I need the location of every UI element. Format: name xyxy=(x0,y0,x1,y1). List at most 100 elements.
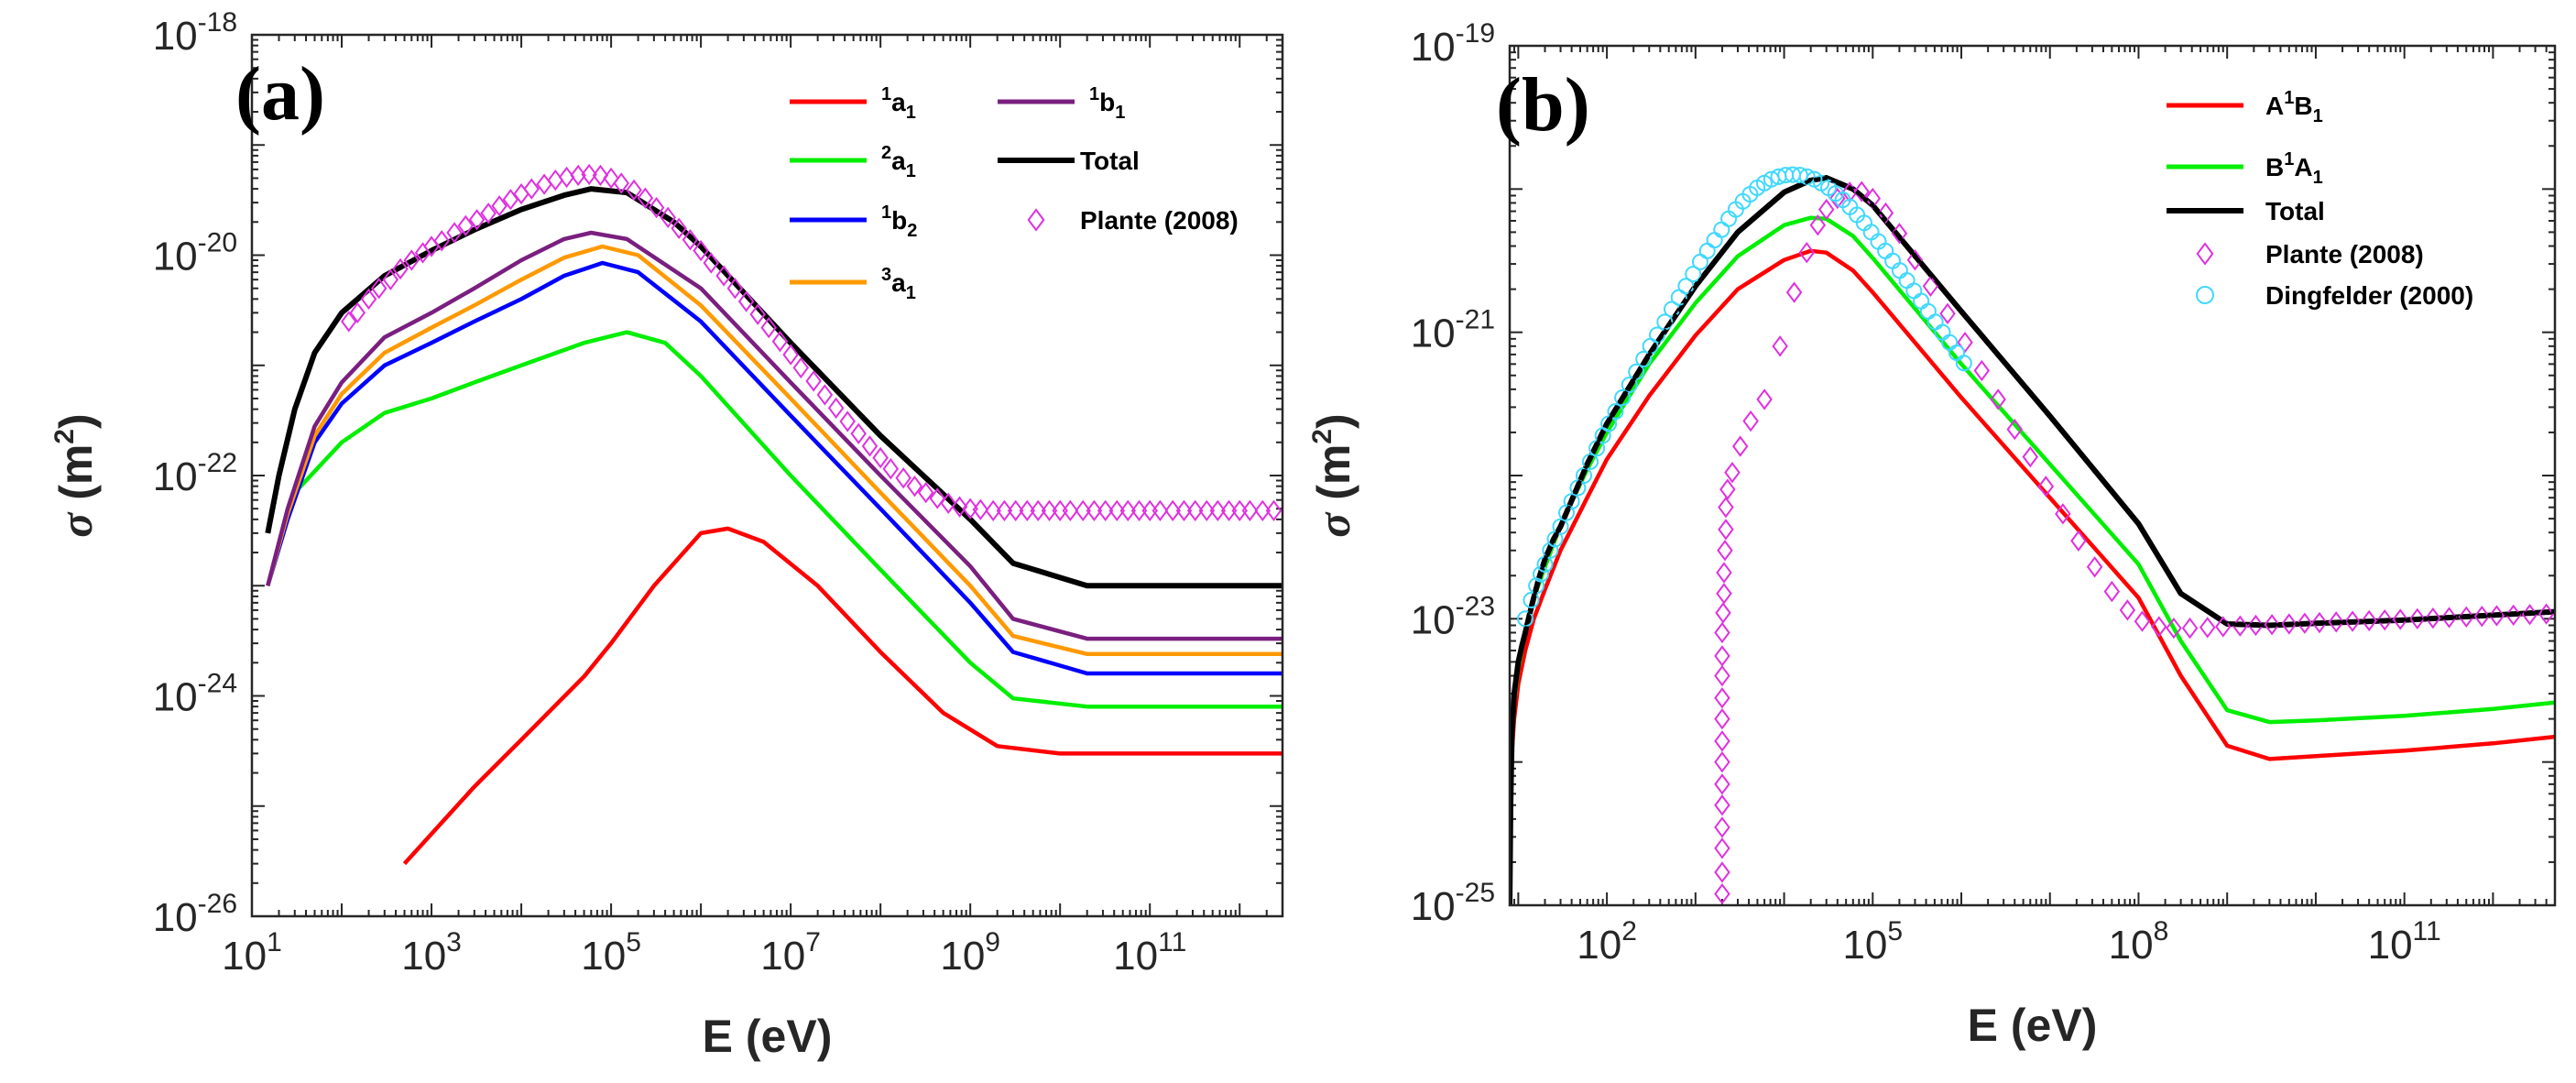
diamond-marker xyxy=(1241,499,1259,521)
diamond-marker xyxy=(2440,607,2458,629)
diamond-marker xyxy=(895,467,911,489)
diamond-marker xyxy=(570,164,586,187)
legend-label: Dingfelder (2000) xyxy=(2265,281,2473,310)
x-tick-label: 1011 xyxy=(1113,927,1186,979)
diamond-marker xyxy=(360,288,377,311)
diamond-marker xyxy=(1717,540,1733,562)
diamond-marker xyxy=(2328,611,2344,633)
y-axis-label: σ (m2) xyxy=(1307,413,1359,537)
diamond-marker xyxy=(1785,281,1803,303)
legend-label: B1A1 xyxy=(2265,149,2323,188)
circle-marker xyxy=(1582,453,1599,470)
diamond-marker xyxy=(2181,617,2199,640)
diamond-marker xyxy=(1877,202,1894,224)
x-tick-label: 107 xyxy=(760,927,821,979)
diamond-marker xyxy=(660,206,676,228)
circle-marker xyxy=(1614,388,1632,406)
diamond-marker xyxy=(839,410,856,432)
diamond-marker xyxy=(2151,616,2167,638)
diamond-marker xyxy=(1990,388,2006,410)
series-plante-2008-markers xyxy=(1714,180,2555,905)
y-tick-label: 10-19 xyxy=(1411,18,1495,70)
diamond-marker xyxy=(392,257,409,280)
diamond-marker xyxy=(2006,418,2024,441)
diamond-marker xyxy=(1973,359,1991,382)
x-tick-label: 102 xyxy=(1577,916,1637,968)
y-tick-label: 10-18 xyxy=(153,7,237,59)
diamond-marker xyxy=(2297,612,2313,634)
diamond-marker xyxy=(996,499,1013,521)
diamond-marker xyxy=(1853,180,1870,202)
diamond-marker xyxy=(2215,616,2232,638)
diamond-marker xyxy=(1756,388,1773,410)
diamond-marker xyxy=(446,222,463,244)
diamond-marker xyxy=(1714,882,1730,905)
x-tick-label: 105 xyxy=(581,927,641,979)
legend-label: 3a1 xyxy=(881,265,916,303)
diamond-marker xyxy=(523,178,540,200)
x-tick-label: 101 xyxy=(222,927,282,979)
diamond-marker xyxy=(1718,497,1734,519)
series-plante-2008-markers xyxy=(341,163,1283,521)
x-tick-label: 108 xyxy=(2109,916,2169,968)
diamond-marker xyxy=(2070,530,2087,552)
diamond-marker xyxy=(2392,608,2408,630)
diamond-marker xyxy=(648,196,665,219)
diamond-marker xyxy=(2119,599,2136,621)
diamond-marker xyxy=(1209,499,1227,521)
diamond-marker xyxy=(749,303,766,325)
diamond-marker xyxy=(480,202,497,224)
circle-marker xyxy=(1955,355,1972,372)
diamond-marker xyxy=(1108,499,1126,521)
diamond-marker xyxy=(2166,617,2182,640)
diamond-marker xyxy=(1265,499,1283,521)
diamond-marker xyxy=(2247,614,2265,637)
diamond-marker xyxy=(637,187,654,209)
circle-marker xyxy=(1563,493,1580,510)
y-tick-label: 10-21 xyxy=(1411,305,1495,356)
diamond-marker xyxy=(1019,499,1036,521)
series-1a1-line xyxy=(402,526,1283,866)
diamond-marker xyxy=(1718,519,1734,541)
diamond-marker xyxy=(1119,499,1137,521)
series-1b1-line xyxy=(266,230,1283,641)
diamond-marker xyxy=(737,290,755,312)
diamond-marker xyxy=(771,330,789,353)
diamond-marker xyxy=(626,179,642,202)
diamond-marker xyxy=(1809,214,1827,236)
diamond-marker xyxy=(1164,499,1181,521)
legend: A1B1 B1A1 Total Plante (2008) Dingfelder (20… xyxy=(2167,88,2473,310)
diamond-marker xyxy=(1714,687,1730,709)
diamond-marker xyxy=(1062,499,1079,521)
diamond-marker xyxy=(872,446,889,469)
series-2a1-line xyxy=(293,330,1283,709)
circle-marker xyxy=(1600,415,1618,432)
diamond-marker xyxy=(581,163,597,186)
x-tick-label: 103 xyxy=(401,927,462,979)
x-axis-label: E (eV) xyxy=(703,1011,833,1062)
diamond-marker xyxy=(2458,606,2475,628)
legend-label: 1b2 xyxy=(881,202,917,241)
diamond-marker xyxy=(682,229,699,251)
diamond-marker xyxy=(592,164,609,187)
series-total-overlay-line xyxy=(1510,175,2555,905)
diamond-marker xyxy=(882,458,900,480)
legend-swatch-circle xyxy=(2196,286,2214,304)
diamond-marker xyxy=(2199,617,2216,639)
diamond-marker xyxy=(1175,499,1193,521)
plot-area xyxy=(1510,166,2555,905)
diamond-marker xyxy=(1714,730,1730,752)
diamond-marker xyxy=(951,496,968,518)
diamond-marker xyxy=(792,356,810,379)
diamond-marker xyxy=(1152,499,1169,521)
diamond-marker xyxy=(1220,499,1238,521)
diamond-marker xyxy=(2376,609,2393,631)
legend-label: Plante (2008) xyxy=(1080,206,1239,235)
diamond-marker xyxy=(2281,613,2298,635)
diamond-marker xyxy=(782,344,799,366)
diamond-marker xyxy=(349,301,366,324)
diamond-marker xyxy=(1007,499,1024,521)
diamond-marker xyxy=(1817,198,1835,221)
diamond-marker xyxy=(1086,499,1103,521)
diamond-marker xyxy=(1714,751,1730,773)
